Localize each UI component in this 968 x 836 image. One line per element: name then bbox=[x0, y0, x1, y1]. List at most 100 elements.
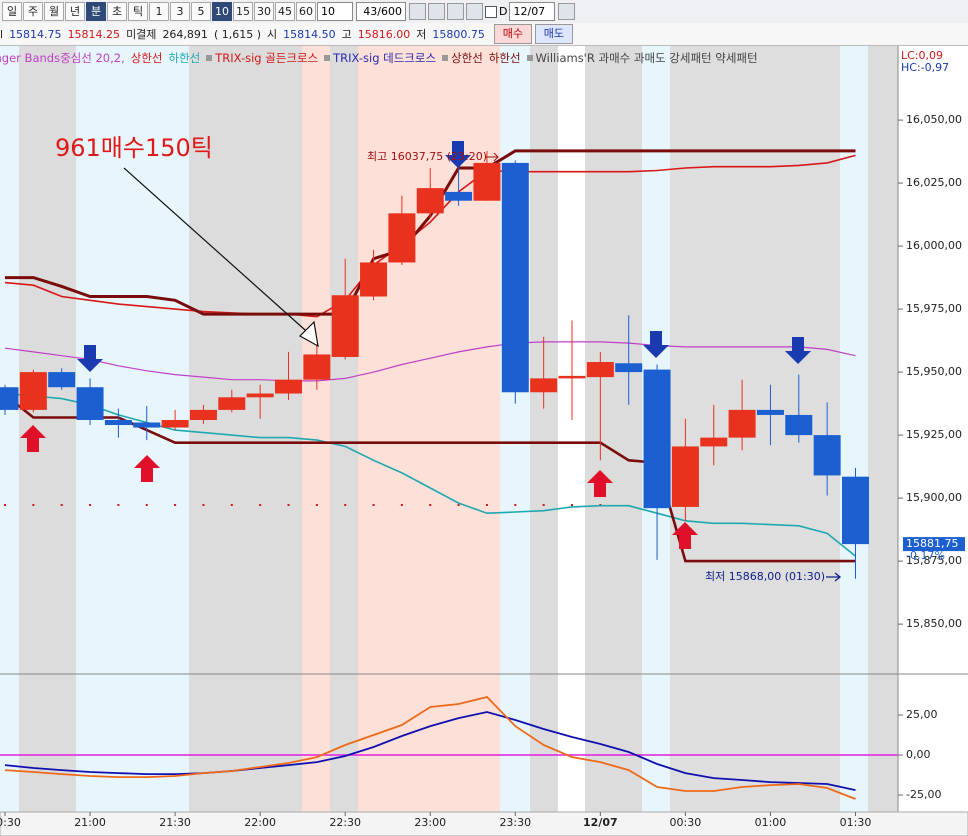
candle-body bbox=[728, 409, 756, 438]
ref-dot bbox=[4, 504, 6, 506]
sell-button[interactable]: 매도 bbox=[534, 24, 573, 44]
interval-button[interactable]: 15 bbox=[233, 2, 253, 21]
tool-icon[interactable] bbox=[466, 3, 483, 20]
buy-signal-arrow bbox=[587, 470, 613, 497]
candle-body bbox=[530, 378, 558, 393]
legend: Bollinger Bands중심선 20,2, 상한선 하한선 TRIX-sig 골… bbox=[0, 50, 896, 66]
candle-body bbox=[643, 369, 671, 509]
x-tick-label: 21:00 bbox=[74, 816, 106, 829]
candle-body bbox=[671, 446, 699, 507]
tool-icon[interactable] bbox=[409, 3, 426, 20]
candle-body bbox=[0, 387, 19, 410]
quote-bar: l 15814.75 15814.25 미결제 264,891 ( 1,615 ) 시 158… bbox=[0, 23, 968, 46]
interval-button[interactable]: 30 bbox=[254, 2, 274, 21]
candle-body bbox=[785, 414, 813, 436]
unit-button[interactable]: 주 bbox=[23, 2, 43, 21]
stripe bbox=[189, 46, 302, 812]
interval-button[interactable]: 1 bbox=[149, 2, 169, 21]
y-tick-label: 0,00 bbox=[906, 748, 931, 761]
interval-button[interactable]: 3 bbox=[170, 2, 190, 21]
date-field[interactable]: 12/07 bbox=[509, 2, 556, 21]
buy-signal-arrow bbox=[134, 455, 160, 482]
candle-body bbox=[813, 435, 841, 476]
legend-extra: TRIX-sig 데드크로스 bbox=[333, 51, 437, 65]
axes: 15,850,00 15,875,00 15,900,00 15,925,00 15,9… bbox=[0, 46, 968, 836]
candle-body bbox=[303, 354, 331, 380]
ref-dot bbox=[400, 504, 403, 506]
candle-body bbox=[842, 476, 869, 545]
x-axis-band bbox=[0, 811, 968, 836]
ref-dot bbox=[32, 504, 35, 506]
legend-marker bbox=[206, 55, 213, 61]
ref-dot bbox=[145, 504, 148, 506]
stripe bbox=[19, 46, 76, 812]
candle-body bbox=[416, 188, 444, 214]
quote-item: 시 bbox=[267, 28, 278, 41]
y-tick-label: 16,025,00 bbox=[906, 176, 962, 189]
interval-button[interactable]: 45 bbox=[275, 2, 295, 21]
candle-body bbox=[756, 409, 784, 415]
ref-dot bbox=[372, 504, 375, 506]
candle-body bbox=[104, 419, 132, 426]
legend-extra: Williams'R 과매수 과매도 강세패턴 약세패턴 bbox=[535, 51, 758, 65]
quote-item: 15816.00 bbox=[357, 27, 411, 41]
ref-dot bbox=[230, 504, 233, 506]
unit-button[interactable]: 월 bbox=[44, 2, 64, 21]
price-box bbox=[903, 537, 965, 552]
ref-dot bbox=[60, 504, 63, 506]
y-tick-label: -25,00 bbox=[906, 788, 941, 801]
low-annotation: 최저 15868,00 (01:30) bbox=[705, 570, 825, 583]
series-line bbox=[4, 341, 856, 382]
x-tick-label: 01:30 bbox=[840, 816, 872, 829]
ref-dot bbox=[457, 504, 460, 506]
stripe bbox=[302, 46, 330, 812]
interval-select[interactable]: 10 bbox=[317, 2, 353, 21]
ref-dot bbox=[89, 504, 92, 506]
calendar-icon[interactable] bbox=[558, 3, 576, 20]
x-tick-label: 12/07 bbox=[583, 816, 618, 829]
tool-icon[interactable] bbox=[447, 3, 464, 20]
stripe bbox=[868, 46, 898, 812]
y-tick-label: 16,000,00 bbox=[906, 239, 962, 252]
interval-button[interactable]: 60 bbox=[296, 2, 316, 21]
stripe bbox=[530, 46, 558, 812]
quote-item: 15814.50 bbox=[283, 27, 336, 41]
ref-dot bbox=[429, 504, 432, 506]
unit-button[interactable]: 일 bbox=[2, 2, 22, 21]
lc-value: LC:0,09 bbox=[901, 49, 944, 62]
legend-extra: TRIX-sig 골든크로스 bbox=[215, 51, 319, 65]
date-checkbox[interactable] bbox=[485, 5, 497, 18]
quote-item: 미결제 bbox=[126, 28, 157, 41]
x-tick-label: 20:30 bbox=[0, 816, 21, 829]
unit-button[interactable]: 년 bbox=[65, 2, 85, 21]
unit-button[interactable]: 분 bbox=[86, 2, 106, 21]
legend-entry: 하한선 bbox=[488, 51, 521, 65]
unit-button[interactable]: 틱 bbox=[128, 2, 148, 21]
sell-signal-arrow bbox=[643, 331, 669, 358]
buy-signal-arrow bbox=[20, 425, 46, 452]
candle-body bbox=[189, 409, 217, 420]
unit-button[interactable]: 초 bbox=[107, 2, 127, 21]
quote-item: 15814.25 bbox=[67, 27, 121, 41]
series-line bbox=[4, 154, 856, 318]
interval-button[interactable]: 10 bbox=[212, 2, 232, 21]
candle-body bbox=[48, 372, 76, 388]
x-tick-label: 22:30 bbox=[329, 816, 361, 829]
ref-dot bbox=[287, 504, 290, 506]
ref-dot bbox=[485, 504, 488, 506]
ref-dot bbox=[514, 504, 517, 506]
legend-marker bbox=[324, 55, 331, 61]
candle-body bbox=[360, 262, 388, 297]
quote-item: 고 bbox=[341, 28, 352, 41]
ref-dot bbox=[571, 504, 573, 506]
interval-button[interactable]: 5 bbox=[191, 2, 211, 21]
candle-body bbox=[445, 191, 473, 201]
annotation-arrowhead bbox=[299, 320, 319, 348]
ref-dot bbox=[117, 504, 120, 506]
buy-button[interactable]: 매수 bbox=[493, 24, 532, 44]
count-field[interactable]: 43/600 bbox=[356, 2, 406, 21]
date-check-label: D bbox=[499, 5, 508, 18]
low-annotation-arrow bbox=[826, 572, 842, 582]
tool-icon[interactable] bbox=[428, 3, 445, 20]
